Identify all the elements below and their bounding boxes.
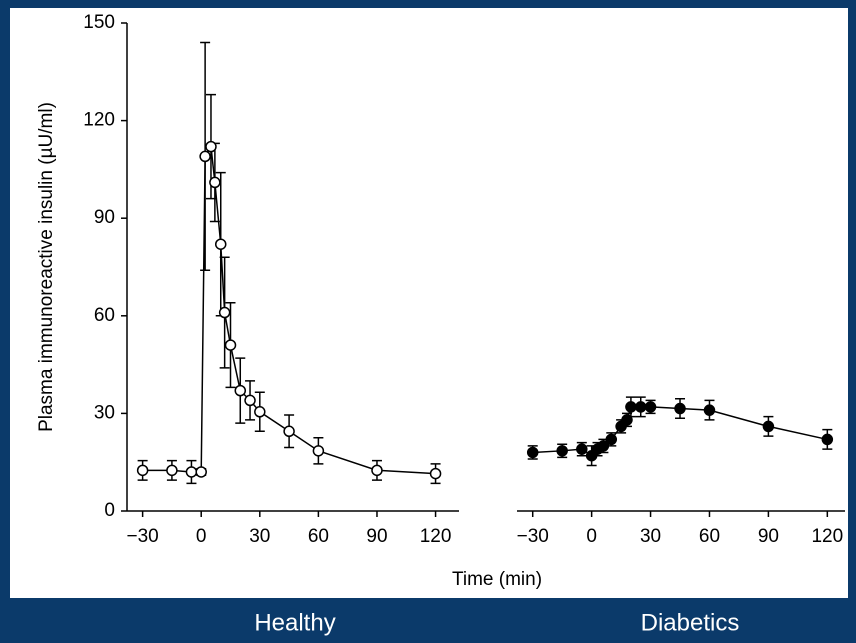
x-tick-label: 30 — [640, 526, 661, 547]
x-tick-label: −30 — [517, 526, 549, 547]
data-point — [136, 464, 149, 477]
data-point — [576, 443, 588, 455]
x-tick-label: −30 — [127, 526, 159, 547]
data-point — [556, 445, 568, 457]
x-tick-label: 0 — [586, 526, 597, 547]
data-point — [621, 414, 633, 426]
y-tick-label: 90 — [94, 207, 115, 228]
panel-caption: Healthy — [254, 609, 335, 636]
data-point — [312, 445, 325, 457]
data-point — [644, 401, 657, 413]
data-point — [674, 402, 686, 415]
y-tick-label: 0 — [104, 500, 115, 521]
data-point — [429, 467, 442, 480]
x-tick-label: 90 — [758, 526, 779, 547]
x-tick-label: 0 — [196, 526, 207, 547]
data-point — [371, 464, 383, 477]
y-axis-label: Plasma immunoreactive insulin (µU/ml) — [36, 102, 57, 432]
data-point — [244, 394, 256, 407]
data-point — [605, 433, 618, 446]
data-point — [234, 384, 247, 397]
data-point — [625, 401, 637, 413]
y-tick-label: 120 — [83, 110, 115, 131]
data-point — [634, 401, 647, 413]
data-point — [224, 339, 237, 351]
data-point — [199, 150, 211, 163]
x-axis-label: Time (min) — [452, 569, 542, 590]
y-tick-label: 150 — [83, 12, 115, 33]
data-point — [526, 446, 539, 459]
y-tick-label: 60 — [94, 305, 115, 326]
data-point — [821, 433, 834, 446]
x-tick-label: 90 — [366, 526, 387, 547]
plot-background — [10, 8, 848, 598]
x-tick-label: 60 — [699, 526, 720, 547]
data-point — [209, 176, 221, 189]
data-point — [214, 238, 227, 250]
x-tick-label: 60 — [308, 526, 329, 547]
data-point — [597, 440, 610, 452]
data-point — [185, 466, 198, 478]
data-point — [283, 425, 295, 438]
x-tick-label: 30 — [249, 526, 270, 547]
panel-caption: Diabetics — [641, 609, 740, 636]
x-tick-label: 120 — [420, 526, 452, 547]
data-point — [205, 140, 217, 153]
data-point — [218, 306, 231, 319]
y-tick-label: 30 — [94, 402, 115, 423]
data-point — [703, 404, 716, 416]
data-point — [166, 464, 178, 477]
data-point — [762, 420, 775, 433]
x-tick-label: 120 — [811, 526, 843, 547]
data-point — [254, 406, 266, 418]
data-point — [195, 466, 207, 478]
